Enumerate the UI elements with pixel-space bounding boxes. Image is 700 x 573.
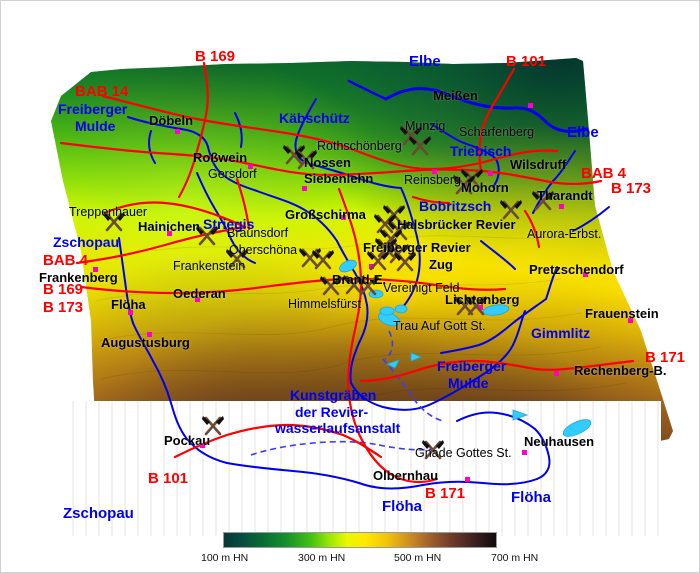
town-label: Roßwein: [193, 150, 248, 165]
road-label: BAB 14: [75, 83, 129, 100]
river-label: wasserlaufsanstalt: [275, 420, 401, 436]
town-label: Reinsberg: [404, 173, 461, 187]
city-dot: [522, 450, 527, 455]
town-label: Siebenlehn: [304, 171, 374, 186]
city-dot: [559, 204, 564, 209]
road-label: B 101: [506, 53, 547, 70]
town-label: Trau Auf Gott St.: [393, 319, 486, 333]
town-label: Munzig: [405, 119, 446, 133]
city-dot: [554, 371, 559, 376]
road-label: B 171: [645, 349, 686, 366]
mine-symbol-icon: [373, 212, 396, 234]
town-label: Döbeln: [149, 113, 194, 128]
town-label: Hainichen: [138, 219, 201, 234]
elevation-legend: [223, 532, 497, 548]
river-label: Bobritzsch: [419, 198, 492, 214]
road-label: B 169: [43, 281, 84, 298]
river-label: Mulde: [448, 375, 489, 391]
town-label: Rechenberg-B.: [574, 363, 667, 378]
legend-tick-label: 500 m HN: [394, 552, 442, 564]
road-label: B 173: [43, 299, 84, 316]
river-label: Zschopau: [53, 234, 120, 250]
town-label: Pockau: [164, 433, 211, 448]
road-label: B 169: [195, 48, 236, 65]
legend-tick-label: 700 m HN: [491, 552, 539, 564]
city-dot: [195, 297, 200, 302]
river-label: Käbschütz: [279, 110, 350, 126]
mine-symbol-icon: [374, 236, 397, 258]
town-label: Mohorn: [461, 180, 509, 195]
town-label: Freiberger Revier: [363, 240, 471, 255]
town-label: Himmelsfürst: [288, 297, 361, 311]
town-label: Neuhausen: [524, 434, 595, 449]
river-label: Freiberger: [437, 358, 507, 374]
river-label: Mulde: [75, 118, 116, 134]
legend-tick-label: 300 m HN: [298, 552, 346, 564]
river-label: Flöha: [511, 489, 551, 506]
road-label: B 101: [148, 470, 189, 487]
town-label: Pretzschendorf: [529, 262, 624, 277]
town-label: Frankenberg: [39, 270, 118, 285]
mine-symbol-icon: [311, 248, 334, 270]
town-label: Nossen: [304, 155, 351, 170]
legend-tick-label: 100 m HN: [201, 552, 249, 564]
town-label: Tharandt: [537, 188, 593, 203]
city-dot: [488, 171, 493, 176]
road-label: BAB 4: [43, 252, 89, 269]
river-label: Flöha: [382, 498, 422, 515]
town-label: Flöha: [111, 297, 146, 312]
elevation-colorbar: [223, 532, 497, 548]
river-label: der Revier-: [295, 404, 369, 420]
town-label: Halsbrücker Revier: [397, 217, 516, 232]
river-label: Freiberger: [58, 101, 128, 117]
town-label: Lichtenberg: [445, 292, 520, 307]
river-label: Kunstgräben: [290, 387, 377, 403]
river-label: Striegis: [203, 216, 255, 232]
town-label: Rothschönberg: [317, 139, 402, 153]
river-label: Elbe: [409, 53, 441, 70]
town-label: Oederan: [173, 286, 226, 301]
river-label: Gimmlitz: [531, 325, 591, 341]
city-dot: [302, 186, 307, 191]
city-dot: [175, 129, 180, 134]
town-label: Gnade Gottes St.: [415, 446, 512, 460]
mine-symbol-icon: [201, 414, 224, 436]
town-label: Aurora-Erbst.: [527, 227, 602, 241]
town-label: Treppenhauer: [69, 205, 148, 219]
river-label: Zschopau: [63, 505, 134, 522]
mine-symbol-icon: [366, 249, 389, 271]
river-label: Elbe: [567, 124, 599, 141]
mine-symbol-icon: [379, 227, 402, 249]
city-dot: [628, 318, 633, 323]
mine-symbol-icon: [452, 173, 475, 195]
town-label: Augustusburg: [101, 335, 190, 350]
town-label: Oberschöna: [229, 243, 298, 257]
town-label: Scharfenberg: [459, 125, 535, 139]
town-label: Frauenstein: [585, 306, 659, 321]
town-label: Zug: [429, 257, 453, 272]
mine-symbol-icon: [499, 198, 522, 220]
city-dot: [465, 477, 470, 482]
city-dot: [528, 103, 533, 108]
mine-symbol-icon: [408, 134, 431, 156]
town-label: Meißen: [433, 88, 478, 103]
town-label: Wilsdruff: [510, 157, 567, 172]
town-label: Olbernhau: [373, 468, 439, 483]
town-label: Gersdorf: [208, 167, 257, 181]
town-label: Brand-E.: [332, 272, 387, 287]
road-label: B 171: [425, 485, 466, 502]
city-dot: [93, 267, 98, 272]
road-label: B 173: [611, 180, 652, 197]
town-label: Frankenstein: [173, 259, 246, 273]
city-dot: [583, 272, 588, 277]
river-label: Triebisch: [450, 143, 512, 159]
town-label: Großschirma: [285, 207, 366, 222]
